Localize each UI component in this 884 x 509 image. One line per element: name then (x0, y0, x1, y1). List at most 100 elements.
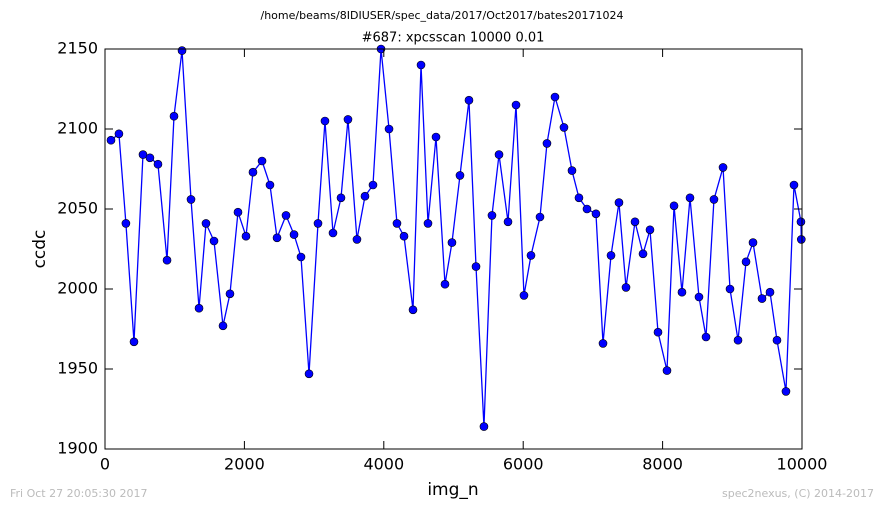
data-point (209, 236, 219, 246)
data-point (559, 123, 569, 132)
data-point (591, 209, 601, 219)
data-point (471, 262, 481, 271)
y-tick-label: 1950 (57, 359, 98, 378)
x-tick-label: 10000 (777, 455, 828, 474)
data-point (535, 212, 545, 222)
data-point (487, 211, 497, 220)
data-point (526, 251, 536, 260)
data-point (621, 283, 631, 292)
data-point (567, 166, 577, 175)
data-point (725, 284, 735, 294)
data-point (582, 204, 592, 214)
data-point (741, 257, 751, 267)
data-point (129, 337, 139, 347)
x-tick-label: 6000 (503, 455, 544, 474)
data-point (677, 287, 687, 297)
data-point (694, 292, 704, 302)
data-point (399, 231, 409, 241)
data-point (392, 219, 402, 228)
data-point (645, 225, 655, 235)
data-point (669, 201, 679, 211)
footer-right: spec2nexus, (C) 2014-2017 (722, 487, 874, 500)
data-point (748, 238, 758, 247)
data-point (153, 159, 163, 169)
data-point (177, 46, 187, 55)
data-point (662, 366, 672, 375)
data-point (550, 92, 560, 102)
data-point (701, 332, 711, 342)
data-point (336, 193, 346, 203)
data-point (423, 219, 433, 228)
data-point (765, 287, 775, 297)
data-point (447, 238, 457, 247)
data-point (114, 129, 124, 139)
data-point (121, 219, 131, 228)
data-point (304, 369, 314, 379)
x-tick-label: 8000 (642, 455, 683, 474)
data-point (479, 422, 489, 431)
data-point (289, 230, 299, 239)
data-point (106, 135, 116, 145)
data-point (186, 195, 196, 204)
data-point (781, 387, 791, 396)
x-tick-label: 4000 (363, 455, 404, 474)
data-point (772, 335, 782, 345)
data-point (503, 217, 513, 227)
data-point (606, 251, 616, 260)
data-point (455, 171, 465, 180)
data-point (218, 321, 228, 331)
chart-title: #687: xpcsscan 10000 0.01 (362, 31, 545, 46)
data-point (464, 95, 474, 105)
data-point (138, 150, 148, 159)
y-axis-label: ccdc (30, 230, 50, 269)
data-point (225, 289, 235, 299)
data-point (233, 207, 243, 217)
data-point (248, 167, 258, 177)
data-point (162, 255, 172, 265)
data-point (313, 219, 323, 228)
y-tick-label: 2150 (57, 39, 98, 58)
data-point (296, 252, 306, 262)
data-point (360, 191, 370, 201)
data-point (384, 124, 394, 134)
data-point (630, 217, 640, 227)
y-tick-label: 2050 (57, 199, 98, 218)
x-axis-label: img_n (427, 480, 478, 500)
data-point (368, 180, 378, 190)
data-point (352, 235, 362, 244)
data-point (257, 156, 267, 166)
data-point (718, 163, 728, 172)
data-point (598, 339, 608, 348)
y-tick-label: 2000 (57, 279, 98, 298)
data-point (733, 335, 743, 345)
data-point (440, 279, 450, 289)
data-point (416, 60, 426, 70)
data-point (241, 231, 251, 241)
data-point (519, 291, 529, 300)
data-point (494, 150, 504, 159)
data-point (431, 132, 441, 142)
data-point (201, 219, 211, 228)
data-point (169, 111, 179, 121)
data-point (542, 139, 552, 148)
data-point (265, 180, 275, 190)
data-point (281, 211, 291, 220)
data-point (343, 115, 353, 124)
data-point (574, 193, 584, 203)
data-point (145, 153, 155, 163)
data-point (511, 100, 521, 110)
suptitle: /home/beams/8IDIUSER/spec_data/2017/Oct2… (261, 9, 624, 22)
data-point (272, 233, 282, 243)
data-point (796, 217, 806, 227)
data-point (797, 235, 806, 244)
plot-frame (104, 48, 803, 450)
y-tick-label: 2100 (57, 119, 98, 138)
x-tick-label: 0 (100, 455, 110, 474)
data-point (757, 294, 767, 303)
y-tick-label: 1900 (57, 439, 98, 458)
data-point (194, 303, 204, 313)
data-point (638, 249, 648, 259)
data-point (328, 228, 338, 238)
